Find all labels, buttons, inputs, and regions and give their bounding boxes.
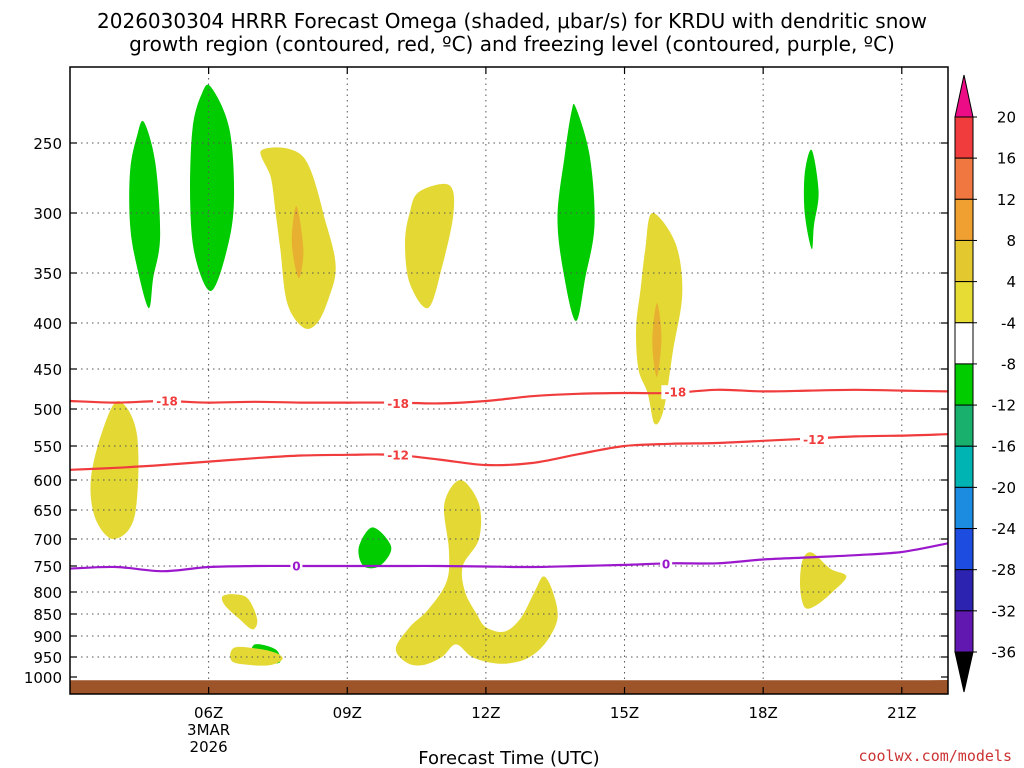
contour-label: 0 (292, 560, 300, 574)
contour-label: -18 (387, 397, 409, 411)
colorbar-segment (954, 322, 974, 365)
colorbar-segment (954, 569, 974, 612)
y-tick-label: 400 (33, 315, 62, 333)
omega-shading-layer (90, 84, 847, 666)
colorbar-label: 20 (997, 109, 1016, 127)
plot-frame (69, 66, 949, 695)
x-tick-label: 3MAR (187, 721, 230, 739)
colorbar: 20 16 12 8 4 -4 -8 -12 -16 -20 -24 -28 -32 -36 (954, 74, 1017, 693)
sinking-4-8-region (395, 480, 558, 666)
x-tick-label: 06Z (194, 704, 223, 722)
terrain-surface (70, 680, 948, 694)
contour-label-background (799, 432, 828, 447)
y-tick-label: 1000 (24, 669, 62, 687)
colorbar-label: 16 (997, 150, 1016, 168)
colorbar-bottom-arrow (954, 651, 974, 693)
sinking-4-8-region (230, 646, 283, 666)
colorbar-label: 8 (1006, 232, 1016, 250)
grid-lines (70, 67, 948, 694)
x-tick-label: 21Z (887, 704, 916, 722)
colorbar-segment (954, 486, 974, 530)
contour-layer: -18 -18 -18 -12 -12 0 0 (69, 385, 949, 574)
contour-label: -18 (156, 395, 178, 409)
x-axis-label: Forecast Time (UTC) (418, 748, 599, 768)
colorbar-segment (954, 404, 974, 447)
credit-text: coolwx.com/models (858, 747, 1012, 765)
y-tick-label: 850 (33, 606, 62, 624)
contour-label-background (661, 385, 690, 400)
y-tick-label: 300 (33, 205, 62, 223)
colorbar-label: -8 (1001, 355, 1016, 373)
colorbar-segment (954, 157, 974, 200)
sinking-4-8-region (799, 552, 847, 609)
dgz-upper-contour (69, 388, 949, 405)
chart-title-line-2: growth region (contoured, red, ºC) and f… (129, 32, 895, 56)
colorbar-label: -4 (1001, 314, 1016, 332)
sinking-8-12-region (291, 205, 304, 279)
y-tick-label: 800 (33, 584, 62, 602)
ascent-4-8-region (557, 103, 595, 321)
y-tick-label: 750 (33, 558, 62, 576)
terrain-layer (70, 680, 948, 694)
colorbar-segment (954, 116, 974, 159)
contour-label-background (384, 447, 413, 462)
chart-title-line-1: 2026030304 HRRR Forecast Omega (shaded, … (97, 9, 927, 33)
colorbar-segment (954, 445, 974, 488)
colorbar-label: -12 (992, 397, 1017, 415)
colorbar-label: -32 (992, 602, 1017, 620)
colorbar-label: 4 (1006, 273, 1016, 291)
colorbar-segment (954, 528, 974, 571)
colorbar-label: -20 (992, 479, 1017, 497)
y-tick-label: 500 (33, 401, 62, 419)
colorbar-label: -28 (992, 561, 1017, 579)
y-tick-label: 250 (33, 135, 62, 153)
y-tick-label: 900 (33, 628, 62, 646)
y-tick-label: 600 (33, 472, 62, 490)
sinking-4-8-region (221, 594, 258, 630)
contour-label: -12 (803, 433, 825, 447)
contour-label-background (384, 396, 413, 411)
y-tick-label: 650 (33, 502, 62, 520)
y-tick-label: 350 (33, 265, 62, 283)
colorbar-segment (954, 281, 974, 324)
contour-label-background (153, 394, 182, 408)
contour-label-background (660, 556, 673, 571)
freezing-level-contour (69, 542, 949, 573)
contour-label: 0 (662, 557, 670, 571)
y-axis: 250 300 350 400 450 500 550 600 650 700 750 800 850 9… (24, 135, 948, 687)
colorbar-label: -36 (992, 644, 1017, 662)
colorbar-segment (954, 239, 974, 283)
ascent-4-8-region (129, 120, 161, 309)
colorbar-segment (954, 610, 974, 653)
ascent-4-8-region (803, 149, 819, 250)
ascent-4-8-region (358, 527, 392, 569)
y-tick-label: 950 (33, 649, 62, 667)
sinking-8-12-region (652, 302, 662, 378)
y-tick-label: 450 (33, 361, 62, 379)
colorbar-top-arrow (954, 74, 974, 118)
x-tick-label: 2026 (190, 738, 228, 756)
y-tick-label: 550 (33, 438, 62, 456)
colorbar-segment (954, 363, 974, 406)
colorbar-label: -16 (992, 438, 1017, 456)
sinking-4-8-region (405, 183, 455, 309)
x-tick-label: 15Z (610, 704, 639, 722)
x-tick-label: 12Z (471, 704, 500, 722)
colorbar-label: 12 (997, 191, 1016, 209)
colorbar-segment (954, 198, 974, 241)
contour-label: -18 (665, 386, 687, 400)
ascent-4-8-region (190, 84, 235, 292)
colorbar-label: -24 (992, 520, 1017, 538)
x-tick-label: 09Z (333, 704, 362, 722)
y-tick-label: 700 (33, 531, 62, 549)
contour-label-background (290, 559, 303, 573)
contour-label: -12 (387, 448, 409, 462)
x-tick-label: 18Z (748, 704, 777, 722)
sinking-4-8-region (90, 400, 139, 540)
